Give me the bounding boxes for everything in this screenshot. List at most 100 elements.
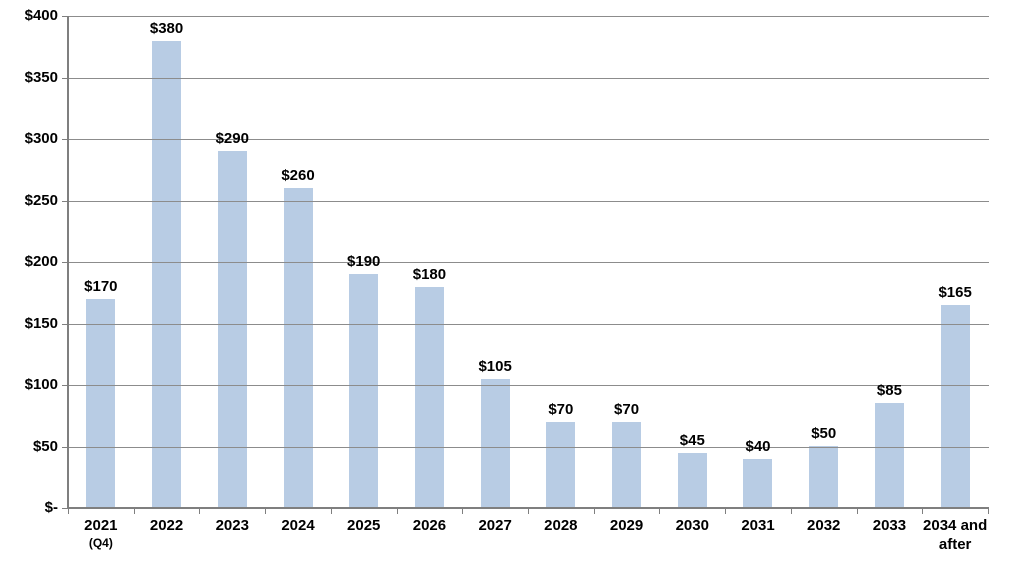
y-axis-label-200: $200 [24, 253, 58, 270]
x-axis-category-label: 2024 [281, 516, 314, 535]
bar-value-label: $40 [745, 438, 771, 455]
x-axis-category-line: 2030 [675, 517, 709, 534]
y-axis-tick [62, 324, 68, 325]
x-axis-tick [725, 509, 726, 514]
bar-value-label: $105 [478, 358, 512, 375]
bar-2030 [678, 453, 707, 508]
x-axis-tick [988, 509, 989, 514]
bar-value-label: $45 [679, 432, 705, 449]
x-axis-category-line: 2022 [149, 517, 184, 534]
y-axis-tick [62, 262, 68, 263]
bar-value-label: $170 [84, 278, 118, 295]
y-axis-label-350: $350 [24, 69, 58, 86]
bar-2031 [743, 459, 772, 508]
x-axis-category-label: 2034 and after [923, 516, 987, 554]
gridline-50 [68, 447, 989, 448]
bar-value-label: $70 [614, 401, 640, 418]
x-axis-tick [528, 509, 529, 514]
x-axis-category-line: 2027 [478, 517, 512, 534]
x-axis-category-label: 2026 [413, 516, 446, 535]
x-axis-category-label: 2029 [610, 516, 643, 535]
y-axis-tick [62, 508, 68, 509]
gridline-100 [68, 385, 989, 386]
x-axis-category-line: after [938, 536, 972, 553]
y-axis-tick [62, 78, 68, 79]
y-axis-label-150: $150 [24, 315, 58, 332]
gridline-200 [68, 262, 989, 263]
x-axis-tick [659, 509, 660, 514]
bar-value-label: $380 [149, 20, 184, 37]
bar-2026 [415, 287, 444, 508]
x-axis-tick [199, 509, 200, 514]
x-axis-tick [331, 509, 332, 514]
bar-2034-and-after [941, 305, 970, 508]
x-axis-tick [68, 509, 69, 514]
x-axis-category-line: 2023 [215, 517, 249, 534]
bar-2033 [875, 403, 904, 508]
x-axis-tick [265, 509, 266, 514]
x-axis-category-label: 2032 [807, 516, 840, 535]
y-axis-line [67, 16, 69, 509]
gridline-400 [68, 16, 989, 17]
y-axis-tick [62, 139, 68, 140]
x-axis-category-line: 2028 [544, 517, 578, 534]
x-axis-category-label: 2027 [478, 516, 511, 535]
bar-2023 [218, 151, 247, 508]
bar-2025 [349, 274, 378, 508]
x-axis-tick [594, 509, 595, 514]
x-axis-category-label: 2028 [544, 516, 577, 535]
bar-2024 [284, 188, 313, 508]
y-axis-tick [62, 385, 68, 386]
x-axis-category-line: 2024 [281, 517, 315, 534]
x-axis-tick [922, 509, 923, 514]
bar-2028 [546, 422, 575, 508]
bar-2022 [152, 41, 181, 508]
x-axis-category-line: (Q4) [88, 536, 113, 550]
x-axis-tick [791, 509, 792, 514]
x-axis-category-label: 2030 [676, 516, 709, 535]
x-axis-tick [397, 509, 398, 514]
x-axis-category-label: 2033 [873, 516, 906, 535]
gridline-300 [68, 139, 989, 140]
y-axis-tick [62, 447, 68, 448]
gridline-150 [68, 324, 989, 325]
x-axis-category-line: 2029 [609, 517, 644, 534]
x-axis-tick [134, 509, 135, 514]
y-axis-label-300: $300 [24, 130, 58, 147]
bar-2021-q4- [86, 299, 115, 508]
x-axis-tick [462, 509, 463, 514]
bar-2032 [809, 446, 838, 508]
gridline-350 [68, 78, 989, 79]
bar-value-label: $190 [347, 253, 381, 270]
y-axis-tick [62, 201, 68, 202]
x-axis-line [68, 507, 989, 509]
bar-2029 [612, 422, 641, 508]
y-axis-label-400: $400 [24, 7, 58, 24]
gridline-250 [68, 201, 989, 202]
x-axis-category-label: 2031 [741, 516, 774, 535]
bar-2027 [481, 379, 510, 508]
x-axis-tick [857, 509, 858, 514]
y-axis-label-50: $50 [32, 438, 58, 455]
bar-value-label: $70 [548, 401, 574, 418]
x-axis-category-line: 2021 [84, 517, 118, 534]
bar-value-label: $290 [215, 130, 249, 147]
bar-value-label: $180 [412, 266, 447, 283]
x-axis-category-label: 2021 (Q4) [84, 516, 117, 551]
bar-value-label: $260 [281, 167, 315, 184]
x-axis-category-label: 2025 [347, 516, 380, 535]
x-axis-category-line: 2031 [741, 517, 775, 534]
x-axis-category-line: 2025 [347, 517, 381, 534]
x-axis-category-line: 2026 [412, 517, 447, 534]
x-axis-category-line: 2032 [807, 517, 841, 534]
y-axis-label-250: $250 [24, 192, 58, 209]
bar-value-label: $50 [811, 425, 837, 442]
x-axis-category-label: 2022 [150, 516, 183, 535]
x-axis-category-label: 2023 [216, 516, 249, 535]
x-axis-category-line: 2033 [872, 517, 907, 534]
y-axis-label-100: $100 [24, 376, 58, 393]
bar-value-label: $85 [876, 382, 902, 399]
y-axis-tick [62, 16, 68, 17]
x-axis-category-line: 2034 and [923, 517, 988, 534]
